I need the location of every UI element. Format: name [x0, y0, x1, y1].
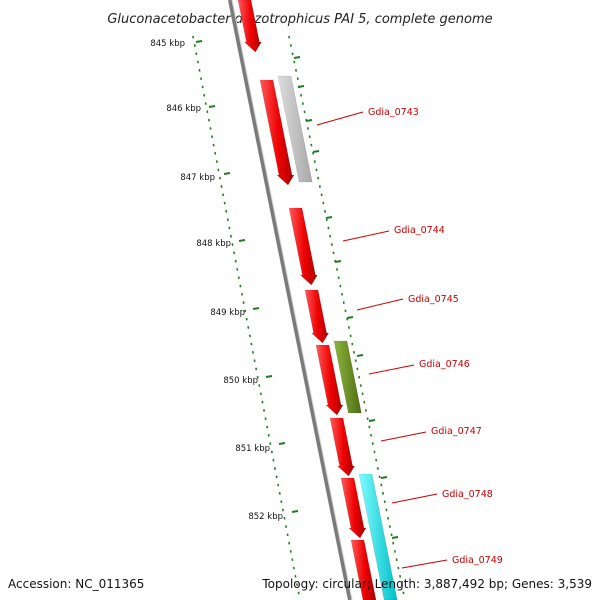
tick-mark [346, 316, 354, 319]
cds-arrow-gdia-0744 [288, 207, 318, 286]
tick-mark [223, 172, 231, 175]
dotted-guide-lines [192, 35, 406, 600]
tick-label-845: 845 kbp [150, 39, 185, 49]
tick-mark [238, 239, 246, 242]
tick-mark [293, 56, 301, 59]
tick-mark [380, 476, 388, 479]
cds-arrow-gdia-0749 [350, 539, 377, 600]
tick-mark [265, 375, 273, 378]
tick-mark [368, 419, 376, 422]
tick-label-851: 851 kbp [235, 444, 270, 454]
tick-label-850: 850 kbp [223, 376, 258, 386]
feature-track [237, 0, 398, 600]
gene-label-gdia-0744: Gdia_0744 [394, 225, 445, 236]
gene-label-gdia-0747: Gdia_0747 [431, 426, 482, 437]
tick-label-852: 852 kbp [248, 512, 283, 522]
tick-label-846: 846 kbp [166, 104, 201, 114]
tick-mark [334, 260, 342, 263]
tick-mark [291, 510, 299, 513]
tick-label-848: 848 kbp [196, 239, 231, 249]
cyan-feature-gdia-0748 [358, 473, 398, 600]
grey-feature-gdia-0743 [277, 75, 313, 183]
accession-text: Accession: NC_011365 [8, 577, 145, 591]
tick-mark [208, 105, 216, 108]
tick-mark [312, 150, 320, 153]
leader-line-gdia-0749 [401, 559, 448, 569]
gene-labels: Gdia_0743 Gdia_0744 Gdia_0745 Gdia_0746 … [316, 107, 503, 569]
leader-line-gdia-0746 [368, 364, 415, 375]
leader-line-gdia-0743 [316, 111, 364, 126]
leader-line-gdia-0745 [356, 298, 404, 311]
leader-line-gdia-0747 [380, 431, 427, 442]
tick-mark [391, 536, 399, 539]
tick-label-847: 847 kbp [180, 173, 215, 183]
scale-ticks: 845 kbp 846 kbp 847 kbp 848 kbp 849 kbp … [150, 39, 283, 522]
tick-mark [278, 442, 286, 445]
tick-label-849: 849 kbp [210, 308, 245, 318]
gene-label-gdia-0748: Gdia_0748 [442, 489, 493, 500]
tick-mark [305, 119, 313, 122]
cds-arrow-gdia-0747 [329, 417, 356, 477]
green-feature-gdia-0746 [333, 340, 362, 414]
cds-arrow-gdia-0746 [315, 344, 344, 416]
cds-arrow-gdia-0742 [237, 0, 262, 53]
cds-arrow-gdia-0748 [340, 477, 367, 539]
leader-line-gdia-0744 [342, 230, 390, 242]
tick-mark [356, 354, 364, 357]
tick-mark [297, 85, 305, 88]
tick-mark [252, 307, 260, 310]
gene-label-gdia-0749: Gdia_0749 [452, 555, 503, 566]
gene-label-gdia-0746: Gdia_0746 [419, 359, 470, 370]
genome-backbone [228, 0, 352, 600]
gene-label-gdia-0745: Gdia_0745 [408, 294, 459, 305]
map-title: Gluconacetobacter diazotrophicus PAI 5, … [107, 12, 492, 27]
cds-arrow-gdia-0745 [304, 289, 330, 344]
tick-mark [325, 216, 333, 219]
cds-arrow-gdia-0743 [259, 79, 295, 186]
tick-mark [195, 40, 203, 43]
gene-label-gdia-0743: Gdia_0743 [368, 107, 419, 118]
leader-line-gdia-0748 [391, 493, 438, 504]
genome-backbone-highlight [231, 0, 353, 600]
topology-summary: Topology: circular; Length: 3,887,492 bp… [262, 577, 592, 591]
